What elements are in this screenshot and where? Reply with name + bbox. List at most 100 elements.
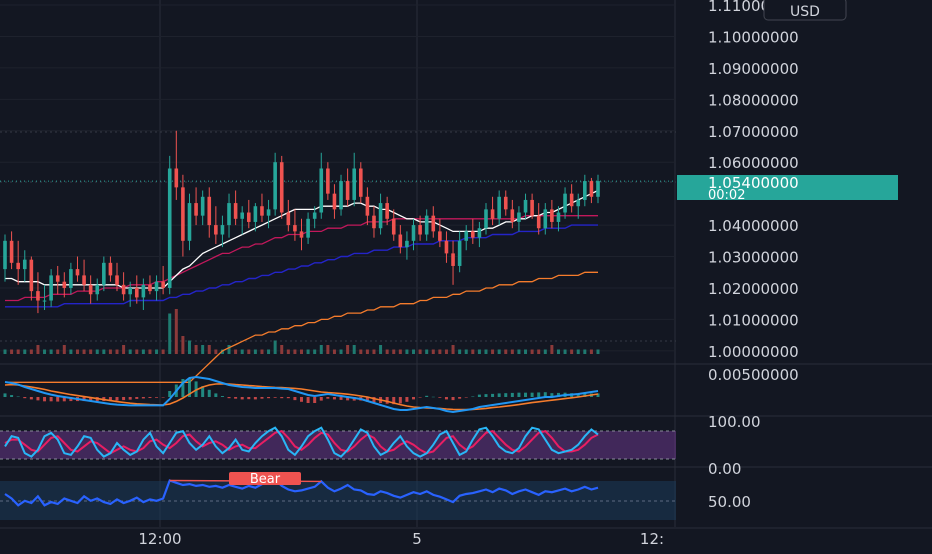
macd-histogram-bar: [141, 397, 145, 399]
volume-bar: [550, 345, 554, 354]
volume-bar: [62, 345, 66, 354]
macd-histogram-bar: [477, 394, 481, 397]
price-tick-label-9: 1.01000000: [708, 311, 799, 329]
candle-body: [378, 203, 383, 229]
price-tick-label-1: 1.10000000: [708, 28, 799, 46]
candle-body: [444, 240, 449, 254]
candle-body: [108, 262, 113, 276]
volume-bar: [359, 349, 363, 354]
volume-bar: [148, 349, 152, 354]
candle-body: [49, 275, 53, 301]
volume-bar: [543, 349, 547, 354]
macd-histogram-bar: [108, 397, 112, 402]
candle-body: [207, 196, 212, 226]
macd-histogram-bar: [181, 379, 185, 397]
candlesticks: [3, 130, 600, 314]
candle-body: [36, 291, 40, 301]
stoch-axis-label-top: 100.00: [708, 413, 761, 431]
volume-bar: [207, 345, 211, 354]
volume-bar: [267, 349, 271, 354]
macd-histogram-bar: [385, 397, 389, 404]
price-tick-label-2: 1.09000000: [708, 60, 799, 78]
volume-bar: [471, 349, 475, 354]
candle-body: [187, 203, 192, 241]
candle-body: [121, 284, 126, 295]
volume-bar: [187, 340, 191, 354]
volume-bar: [49, 349, 53, 354]
candle-body: [220, 225, 225, 235]
macd-histogram-bar: [451, 397, 455, 401]
volume-bar: [293, 349, 297, 354]
candle-body: [352, 168, 357, 200]
volume-bar: [425, 349, 429, 354]
time-tick-label-2: 12:: [640, 530, 664, 548]
macd-histogram-bar: [23, 397, 27, 399]
macd-histogram-bar: [214, 393, 218, 397]
candle-body: [75, 269, 80, 276]
macd-histogram-bar: [247, 397, 251, 400]
volume-bar: [234, 349, 238, 354]
macd-histogram-bar: [240, 397, 244, 400]
ma-blue-line: [5, 224, 598, 308]
macd-histogram-bar: [484, 394, 488, 397]
macd-histogram-bar: [148, 397, 152, 398]
macd-histogram-bar: [537, 392, 541, 397]
candle-body: [359, 168, 363, 197]
candle-body: [279, 162, 284, 213]
candle-body: [550, 209, 554, 222]
volume-bar: [102, 349, 106, 354]
candle-body: [227, 203, 231, 226]
volume-bar: [458, 349, 462, 354]
macd-histogram-bar: [319, 397, 323, 401]
currency-label: USD: [790, 4, 820, 20]
macd-histogram-bar: [530, 392, 534, 397]
volume-bar: [477, 349, 481, 354]
candle-body: [536, 215, 541, 229]
overlay-labels: USD 1.05400000 00:02 Bear 0.00500000 100…: [229, 0, 898, 511]
macd-histogram-bar: [524, 392, 528, 397]
macd-histogram-bar: [280, 397, 284, 399]
candle-body: [246, 212, 251, 222]
volume-bar: [174, 309, 178, 354]
candle-body: [312, 212, 317, 219]
candle-body: [22, 259, 27, 270]
candle-body: [398, 234, 403, 248]
macd-histogram-bar: [438, 397, 442, 398]
candle-body: [451, 253, 455, 266]
volume-bar: [247, 349, 251, 354]
price-axis[interactable]: 1.110000001.100000001.090000001.08000000…: [708, 0, 799, 361]
macd-histogram-bar: [49, 397, 53, 402]
time-tick-label-0: 12:00: [138, 530, 181, 548]
volume-bar: [379, 345, 383, 354]
volume-bar: [332, 349, 336, 354]
candle-body: [510, 209, 515, 222]
volume-bar: [326, 345, 330, 354]
macd-histogram-bar: [306, 397, 310, 403]
macd-histogram-bar: [372, 397, 376, 403]
candle-body: [161, 281, 165, 288]
candle-body: [134, 287, 139, 298]
volume-bar: [273, 340, 277, 354]
candle-body: [148, 284, 152, 292]
volume-bar: [253, 349, 257, 354]
volume-bar: [56, 349, 60, 354]
macd-histogram-bar: [418, 397, 422, 398]
macd-histogram-bar: [458, 397, 462, 399]
macd-histogram-bar: [286, 397, 290, 399]
candle-body: [484, 209, 488, 229]
macd-histogram-bar: [29, 397, 33, 400]
last-price-value: 1.05400000: [708, 174, 799, 192]
time-axis[interactable]: 12:00 5 12:: [138, 530, 664, 548]
macd-histogram-bar: [122, 397, 126, 401]
volume-bar: [168, 313, 172, 354]
candle-body: [457, 240, 462, 266]
macd-histogram-bar: [16, 396, 20, 398]
candle-body: [490, 209, 495, 219]
volume-bar: [23, 349, 27, 354]
currency-badge[interactable]: [763, 0, 847, 21]
volume-bar: [392, 349, 396, 354]
price-tick-label-4: 1.07000000: [708, 123, 799, 141]
candle-body: [372, 215, 376, 229]
